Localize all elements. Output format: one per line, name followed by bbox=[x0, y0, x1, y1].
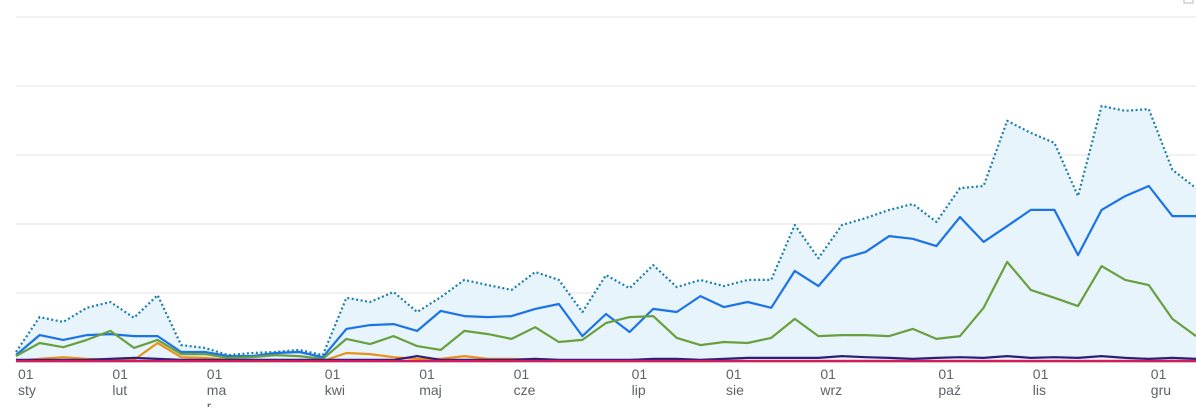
x-tick-label: 01 lut bbox=[112, 366, 128, 398]
x-tick-label: 01 lis bbox=[1032, 366, 1049, 398]
x-tick-label: 01 sie bbox=[726, 366, 744, 398]
x-tick-label: 01 sty bbox=[18, 366, 36, 398]
series-line bbox=[15, 260, 1196, 360]
corner-icon[interactable] bbox=[1183, 0, 1194, 4]
x-tick-label: 01 kwi bbox=[324, 366, 346, 398]
x-tick-label: 01 maj bbox=[419, 366, 442, 398]
series-line bbox=[15, 104, 1196, 357]
x-tick-label: 01 paź bbox=[938, 366, 961, 398]
x-tick-label: 01 cze bbox=[513, 366, 536, 398]
x-tick-label: 01 mar bbox=[206, 366, 227, 407]
area bbox=[16, 106, 1196, 362]
x-tick-label: 01 gru bbox=[1150, 366, 1172, 398]
series-line bbox=[15, 184, 1196, 359]
x-tick-label: 01 lip bbox=[631, 366, 648, 398]
x-tick-label: 01 wrz bbox=[820, 366, 843, 398]
